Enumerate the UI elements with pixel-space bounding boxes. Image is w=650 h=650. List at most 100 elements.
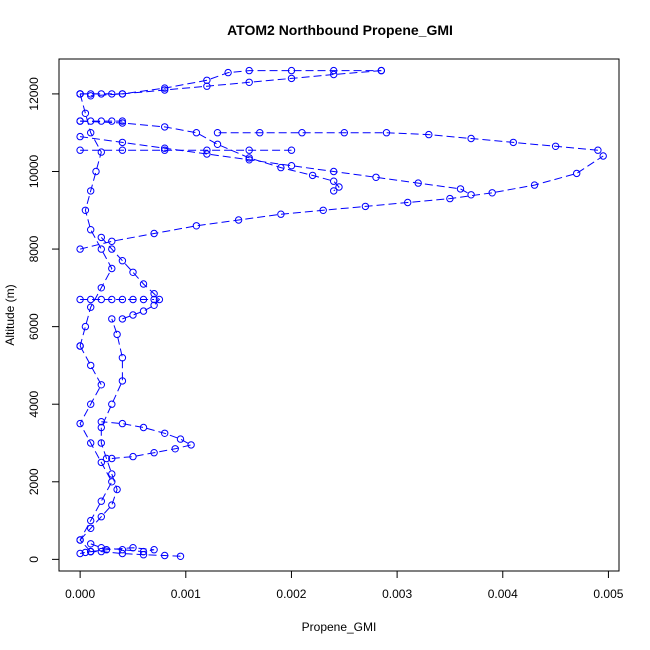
data-point <box>599 152 607 160</box>
data-point <box>113 485 121 494</box>
data-point <box>161 144 169 152</box>
data-point <box>287 66 296 75</box>
data-point <box>118 315 127 323</box>
data-point <box>287 162 296 170</box>
data-point <box>108 454 116 463</box>
data-point <box>108 237 116 246</box>
data-point <box>176 552 185 560</box>
data-point <box>97 233 106 242</box>
data-point <box>97 117 106 125</box>
chart-title: ATOM2 Northbound Propene_GMI <box>227 22 453 38</box>
data-point <box>87 92 95 100</box>
data-point <box>161 551 169 560</box>
data-series <box>76 342 116 556</box>
data-point <box>118 146 127 154</box>
data-point <box>118 257 127 265</box>
data-point <box>150 295 158 304</box>
data-point <box>161 86 169 94</box>
data-point <box>97 544 106 552</box>
data-series <box>97 418 195 463</box>
data-point <box>150 546 158 554</box>
data-point <box>488 189 496 197</box>
data-point <box>87 295 95 304</box>
data-point <box>245 146 253 154</box>
data-point <box>108 400 116 408</box>
data-point <box>92 167 100 176</box>
data-point <box>87 226 95 234</box>
data-point <box>456 185 465 193</box>
series-line <box>80 136 472 196</box>
x-tick-label: 0.000 <box>65 587 95 601</box>
series-line <box>217 132 598 151</box>
data-point <box>108 117 116 125</box>
data-point <box>245 78 253 87</box>
data-point <box>118 138 127 147</box>
data-point <box>530 181 539 189</box>
y-tick-label: 2000 <box>27 468 41 495</box>
data-point <box>87 400 95 408</box>
data-point <box>277 163 285 172</box>
data-point <box>118 119 127 127</box>
data-series <box>87 66 385 100</box>
data-point <box>467 134 475 143</box>
data-point <box>97 439 106 447</box>
data-point <box>277 210 285 218</box>
data-series <box>97 233 164 323</box>
data-point <box>551 142 560 151</box>
data-point <box>161 146 169 154</box>
data-point <box>330 66 338 75</box>
data-point <box>340 129 348 137</box>
data-point <box>256 129 264 137</box>
data-point <box>414 179 422 187</box>
data-point <box>594 146 602 154</box>
y-tick-label: 0 <box>27 556 41 563</box>
data-point <box>108 90 116 98</box>
data-point <box>129 544 137 552</box>
data-point <box>161 84 169 92</box>
data-point <box>192 129 201 137</box>
data-point <box>573 169 581 178</box>
data-point <box>155 295 164 304</box>
data-point <box>467 191 475 199</box>
data-point <box>213 140 222 149</box>
data-point <box>97 458 106 467</box>
data-series <box>76 66 385 98</box>
data-point <box>97 90 106 98</box>
data-point <box>224 68 232 77</box>
data-point <box>372 173 380 182</box>
data-series <box>76 315 127 544</box>
data-point <box>76 245 84 253</box>
data-point <box>377 66 385 75</box>
data-point <box>97 295 106 304</box>
data-point <box>150 229 158 238</box>
data-point <box>87 547 95 556</box>
data-point <box>330 167 338 176</box>
data-point <box>287 146 296 154</box>
data-point <box>108 501 116 509</box>
series-line <box>80 120 340 192</box>
data-point <box>102 454 111 463</box>
data-point <box>81 109 90 118</box>
data-point <box>330 177 338 185</box>
data-point <box>129 452 137 461</box>
data-point <box>76 117 84 125</box>
series-line <box>79 345 113 552</box>
data-series <box>76 132 475 199</box>
data-point <box>150 449 158 457</box>
data-point <box>81 206 90 215</box>
data-point <box>97 284 106 292</box>
data-point <box>108 245 116 253</box>
series-line <box>79 318 123 541</box>
y-tick-label: 8000 <box>27 235 41 262</box>
data-point <box>76 90 84 98</box>
data-point <box>203 82 211 90</box>
data-point <box>97 418 106 426</box>
data-point <box>87 439 95 447</box>
data-series <box>76 146 296 154</box>
data-point <box>319 206 327 215</box>
data-point <box>245 156 253 164</box>
data-point <box>97 381 106 389</box>
data-point <box>87 540 95 548</box>
data-point <box>97 497 106 505</box>
